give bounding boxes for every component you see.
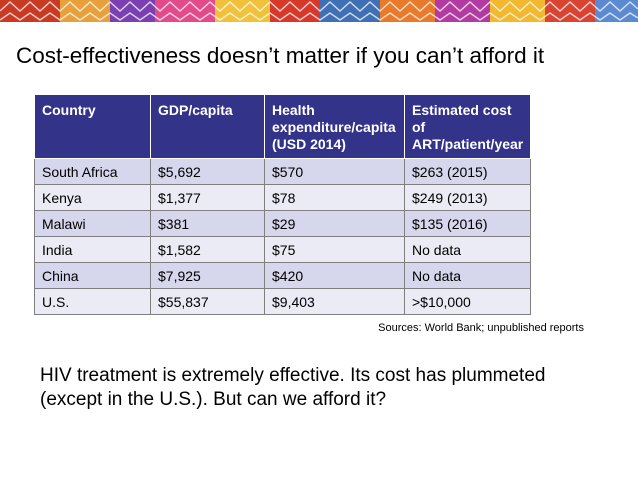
cell-health-expenditure: $29 [264, 210, 405, 237]
cell-country: Malawi [34, 210, 151, 237]
table-row: U.S. $55,837 $9,403 >$10,000 [34, 288, 532, 315]
header-gdp: GDP/capita [150, 94, 265, 159]
cell-health-expenditure: $420 [264, 262, 405, 289]
cell-country: China [34, 262, 151, 289]
header-art-cost: Estimated cost of ART/patient/year [403, 94, 532, 159]
table-row: China $7,925 $420 No data [34, 262, 532, 289]
cell-gdp: $55,837 [150, 288, 265, 315]
cell-art-cost: No data [403, 236, 532, 263]
body-text: HIV treatment is extremely effective. It… [40, 365, 546, 410]
cell-gdp: $5,692 [150, 158, 265, 185]
slide-title: Cost-effectiveness doesn’t matter if you… [16, 43, 545, 68]
cell-gdp: $1,582 [150, 236, 265, 263]
table-row: Kenya $1,377 $78 $249 (2013) [34, 184, 532, 211]
cell-art-cost: $249 (2013) [403, 184, 532, 211]
header-country: Country [34, 94, 151, 159]
cell-health-expenditure: $75 [264, 236, 405, 263]
cell-country: U.S. [34, 288, 151, 315]
cell-art-cost: No data [403, 262, 532, 289]
header-health-expenditure: Health expenditure/capita (USD 2014) [264, 94, 405, 159]
table-row: South Africa $5,692 $570 $263 (2015) [34, 158, 532, 185]
cell-gdp: $1,377 [150, 184, 265, 211]
cell-art-cost: $135 (2016) [403, 210, 532, 237]
table-row: India $1,582 $75 No data [34, 236, 532, 263]
cell-country: South Africa [34, 158, 151, 185]
cell-country: India [34, 236, 151, 263]
cell-health-expenditure: $570 [264, 158, 405, 185]
cell-country: Kenya [34, 184, 151, 211]
cell-art-cost: $263 (2015) [403, 158, 532, 185]
sources-note: Sources: World Bank; unpublished reports [378, 322, 584, 334]
decorative-banner [0, 0, 638, 22]
cell-gdp: $7,925 [150, 262, 265, 289]
cost-table: Country GDP/capita Health expenditure/ca… [34, 94, 532, 315]
cell-health-expenditure: $78 [264, 184, 405, 211]
cell-health-expenditure: $9,403 [264, 288, 405, 315]
cell-gdp: $381 [150, 210, 265, 237]
table-row: Malawi $381 $29 $135 (2016) [34, 210, 532, 237]
table-header-row: Country GDP/capita Health expenditure/ca… [34, 94, 532, 159]
cell-art-cost: >$10,000 [403, 288, 532, 315]
